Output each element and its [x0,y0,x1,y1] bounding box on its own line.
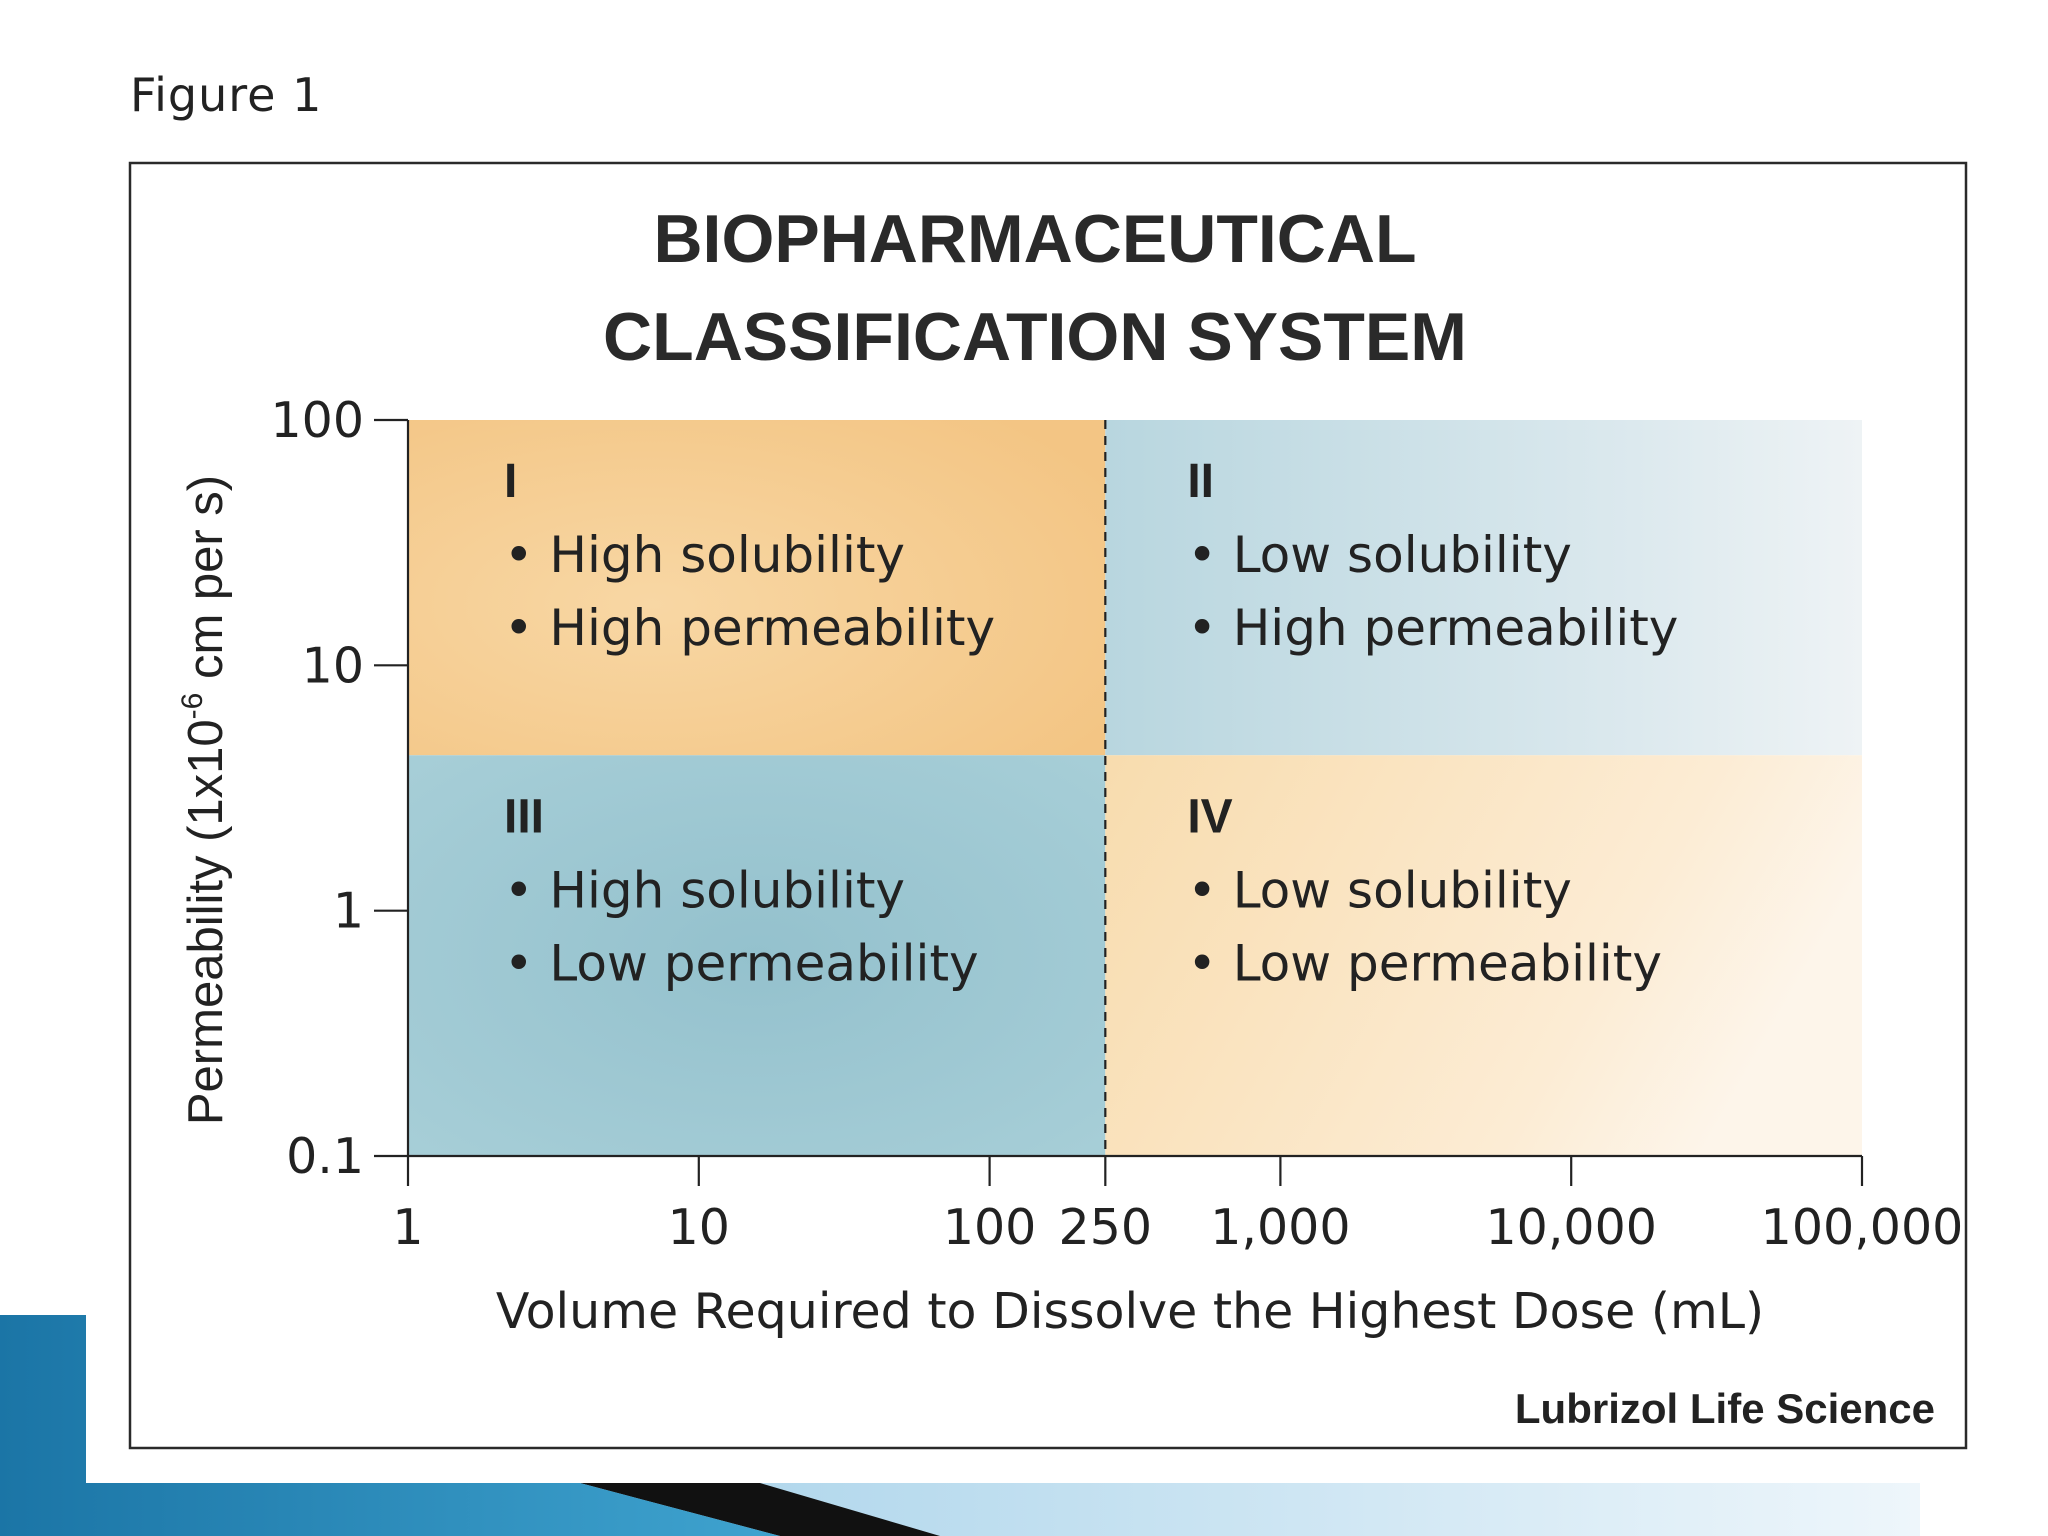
quadrant-II-line-2: • High permeability [1187,599,1678,657]
source-credit: Lubrizol Life Science [1515,1385,1935,1432]
y-tick-label-0: 0.1 [286,1128,364,1185]
slide-accent-light [580,1483,1920,1536]
quadrant-III-region [408,755,1106,1156]
quadrant-I-label: I [504,455,517,508]
quadrant-I-region [408,420,1106,756]
slide-corner-decoration [0,1315,1920,1536]
quadrant-II-line-1: • Low solubility [1187,526,1572,584]
y-axis-title: Permeability (1x10-6 cm per s) [176,475,233,1125]
y-tick-label-3: 100 [270,392,364,449]
quadrant-IV-region [1105,755,1862,1156]
chart-title-line-2: CLASSIFICATION SYSTEM [603,299,1467,375]
quadrant-regions [408,420,1862,1156]
x-axis-ticks: 1 10 100 250 1,000 10,000 100,000 [392,1156,1963,1256]
x-tick-label-4: 1,000 [1210,1199,1350,1256]
quadrant-III-label: III [504,790,544,843]
slide-accent-blue [0,1315,780,1536]
x-tick-label-0: 1 [392,1199,423,1256]
quadrant-I-line-2: • High permeability [504,599,995,657]
quadrant-IV-line-1: • Low solubility [1187,861,1572,919]
y-axis-title-main: Permeability (1x10 [179,719,233,1125]
x-tick-label-1: 10 [668,1199,730,1256]
y-axis-title-unit: cm per s) [179,475,233,693]
quadrant-IV-label: IV [1187,790,1232,843]
quadrant-III-line-1: • High solubility [504,861,905,919]
figure-label: Figure 1 [130,68,323,122]
x-tick-label-6: 100,000 [1761,1199,1964,1256]
y-tick-label-1: 1 [333,883,364,940]
x-tick-label-3: 250 [1059,1199,1153,1256]
y-axis-ticks: 0.1 1 10 100 [270,392,408,1185]
quadrant-II-region [1105,420,1862,756]
x-tick-label-5: 10,000 [1485,1199,1656,1256]
quadrant-IV-line-2: • Low permeability [1187,934,1662,992]
quadrant-III-line-2: • Low permeability [504,934,979,992]
x-axis-title: Volume Required to Dissolve the Highest … [496,1283,1764,1340]
chart-title-line-1: BIOPHARMACEUTICAL [653,201,1416,277]
y-tick-label-2: 10 [302,637,364,694]
quadrant-I-line-1: • High solubility [504,526,905,584]
quadrant-II-label: II [1187,455,1214,508]
x-tick-label-2: 100 [943,1199,1037,1256]
y-axis-title-superscript: -6 [176,693,209,720]
slide-accent-dark [580,1483,940,1536]
